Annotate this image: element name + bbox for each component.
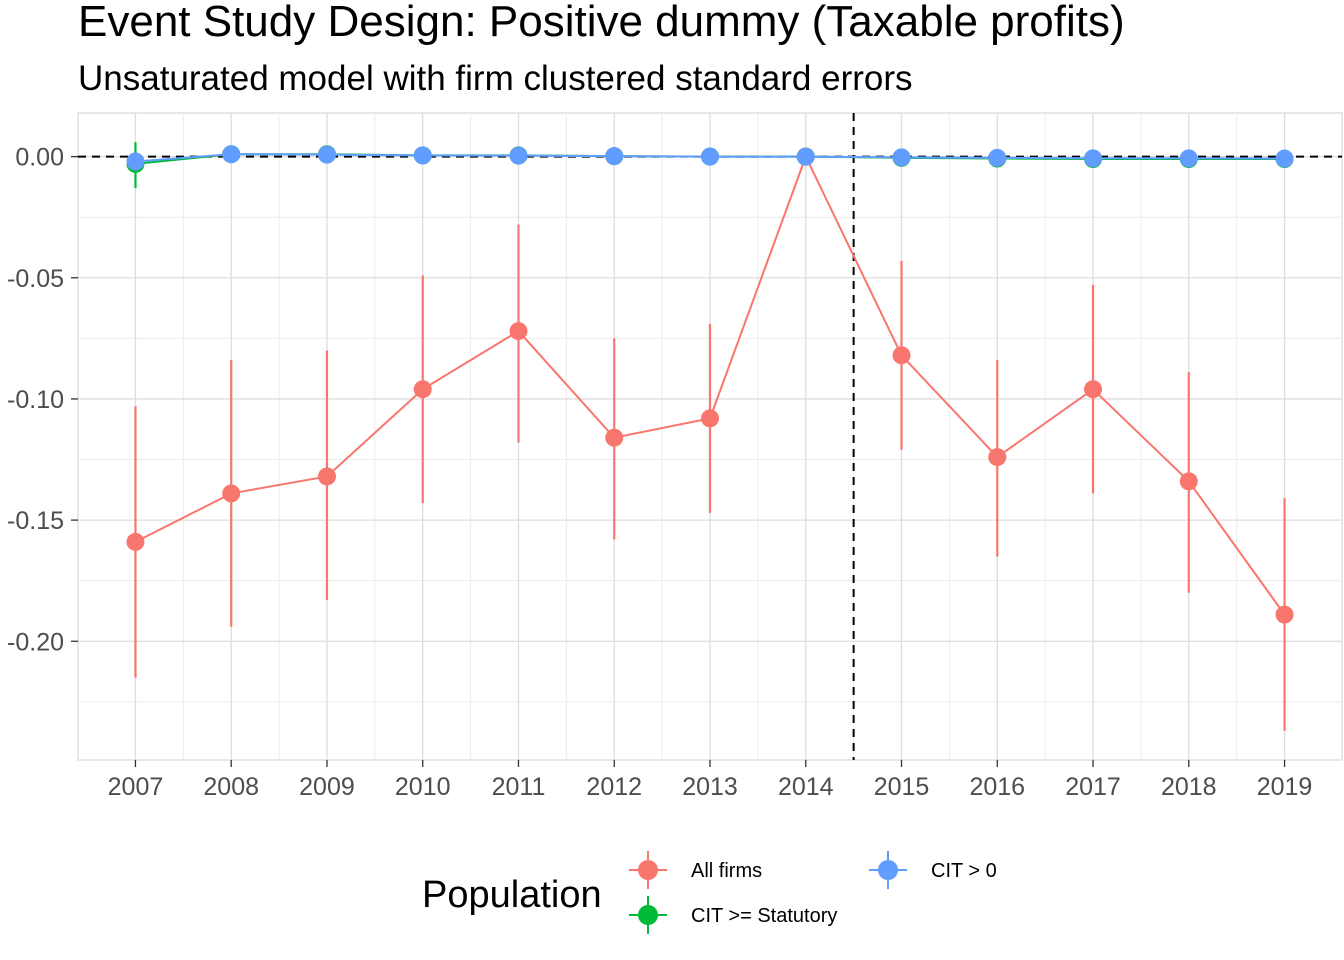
x-tick-label: 2012: [586, 773, 642, 801]
chart-title: Event Study Design: Positive dummy (Taxa…: [78, 0, 1125, 46]
legend-label: CIT > 0: [931, 860, 997, 882]
x-tick-label: 2019: [1257, 773, 1313, 801]
legend: Population All firms CIT >= Statutory CIT >…: [422, 851, 997, 934]
y-tick-label: -0.15: [7, 507, 64, 535]
y-tick-label: -0.10: [7, 386, 64, 414]
data-point: [126, 532, 145, 551]
data-point: [701, 409, 719, 428]
x-tick-label: 2008: [203, 773, 259, 801]
data-point: [988, 148, 1007, 167]
x-tick-label: 2009: [299, 773, 355, 801]
legend-key-point: [638, 860, 658, 880]
data-point: [1084, 380, 1103, 399]
x-tick-label: 2016: [969, 773, 1025, 801]
x-tick-label: 2007: [108, 773, 164, 801]
legend-label: All firms: [691, 860, 762, 882]
x-tick-label: 2018: [1161, 773, 1217, 801]
legend-key: [629, 896, 667, 934]
series-all-firms: [126, 147, 1294, 731]
data-point: [1275, 605, 1294, 624]
x-tick-label: 2014: [778, 773, 834, 801]
data-point: [222, 145, 241, 164]
data-point: [605, 428, 624, 447]
axes: 2007 2008 2009 2010 2011 2012 2013 2014 2015 2016…: [7, 144, 1312, 801]
y-tick-label: -0.05: [7, 265, 64, 293]
data-point: [1179, 149, 1198, 168]
data-point: [413, 380, 432, 399]
data-point: [701, 147, 719, 166]
data-point: [892, 148, 911, 167]
x-tick-label: 2010: [395, 773, 451, 801]
legend-label: CIT >= Statutory: [691, 905, 837, 927]
data-point: [892, 346, 911, 365]
legend-key-point: [878, 860, 898, 880]
data-point: [1179, 472, 1198, 491]
data-point: [126, 152, 145, 171]
x-tick-label: 2017: [1065, 773, 1121, 801]
data-point: [796, 147, 815, 166]
legend-key-point: [638, 905, 658, 925]
data-point: [509, 146, 528, 165]
legend-key: [869, 851, 907, 889]
legend-title: Population: [422, 874, 602, 916]
legend-key: [629, 851, 667, 889]
data-point: [1084, 149, 1103, 168]
data-point: [509, 322, 528, 341]
y-tick-label: 0.00: [15, 144, 64, 172]
data-point: [413, 146, 432, 165]
data-point: [222, 484, 241, 503]
data-point: [988, 448, 1007, 467]
x-tick-label: 2015: [874, 773, 930, 801]
series-cit-0: [126, 145, 1294, 171]
x-tick-label: 2013: [682, 773, 738, 801]
data-series: [126, 142, 1294, 731]
y-tick-label: -0.20: [7, 628, 64, 656]
data-point: [605, 147, 624, 166]
data-point: [317, 145, 336, 164]
chart-subtitle: Unsaturated model with firm clustered st…: [78, 59, 913, 98]
data-point: [317, 467, 336, 486]
x-tick-label: 2011: [492, 773, 546, 801]
data-point: [1275, 149, 1294, 168]
